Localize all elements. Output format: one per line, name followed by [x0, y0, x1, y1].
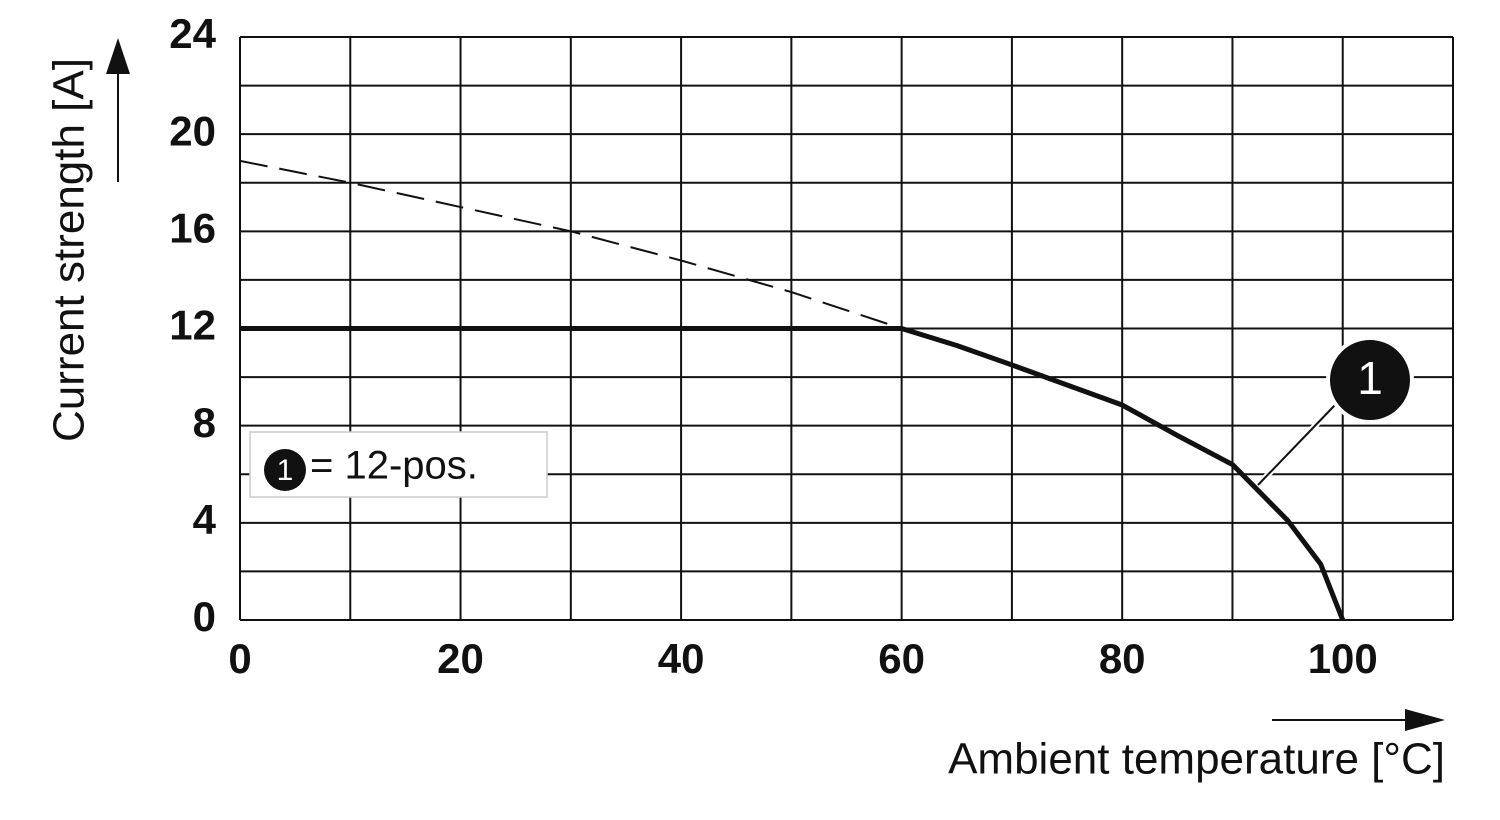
x-tick-label: 80 — [1099, 635, 1146, 682]
legend-marker-label: 1 — [277, 454, 294, 487]
callout-marker — [1326, 336, 1414, 424]
y-tick-label: 0 — [193, 593, 216, 640]
callout-line — [1257, 404, 1336, 486]
y-arrow-head — [106, 38, 130, 74]
y-tick-label: 16 — [169, 204, 216, 251]
x-tick-label: 0 — [228, 635, 251, 682]
y-tick-label: 20 — [169, 107, 216, 154]
derating-curve — [240, 326, 1346, 621]
y-tick-label: 4 — [193, 496, 217, 543]
x-tick-label: 100 — [1308, 635, 1378, 682]
dashed-line — [239, 159, 902, 330]
legend-marker — [264, 449, 306, 491]
x-tick-label: 40 — [658, 635, 705, 682]
x-tick-label: 20 — [437, 635, 484, 682]
x-tick-label: 60 — [878, 635, 925, 682]
y-tick-label: 12 — [169, 302, 216, 349]
y-axis-label: Current strength [A] — [45, 58, 94, 442]
y-tick-label: 24 — [169, 10, 216, 57]
x-axis-label: Ambient temperature [°C] — [948, 735, 1445, 784]
callout-label: 1 — [1357, 352, 1383, 404]
legend-label: = 12-pos. — [310, 444, 478, 488]
plot-area: 0 20 40 60 80 100 0 4 8 12 16 20 24 — [169, 10, 1454, 682]
y-tick-label: 8 — [193, 399, 216, 446]
x-arrow-head — [1405, 709, 1445, 731]
